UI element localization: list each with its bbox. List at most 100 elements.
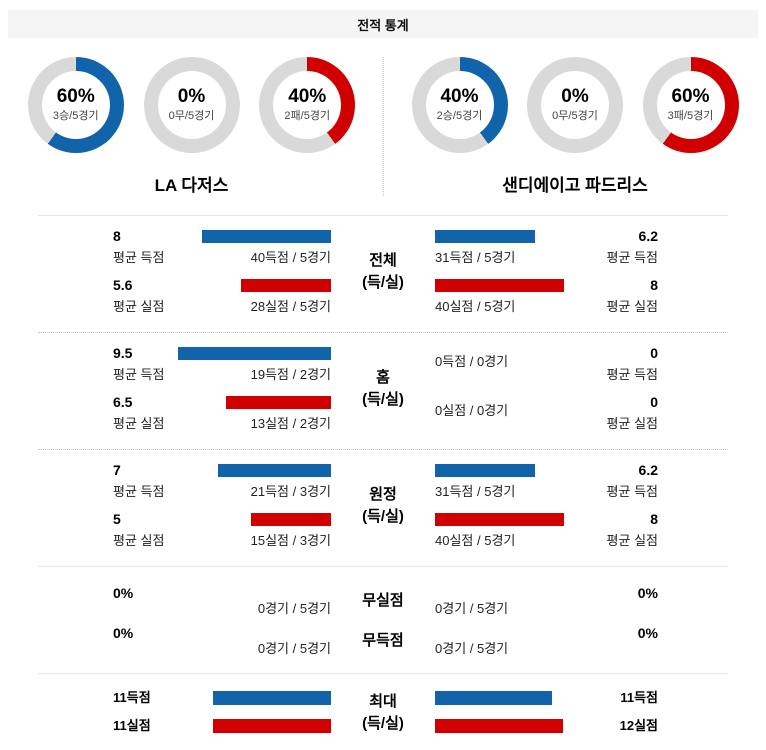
noscore-caption-home: 0경기 / 5경기 [178, 625, 331, 657]
score-barcell-home: 21득점 / 3경기 [178, 463, 331, 500]
max-score-label-home: 11득점 [33, 691, 178, 705]
section-title-line1: 홈 [376, 369, 390, 387]
section-max: 11득점 최대 (득/실) 11득점 11실점 12실점 [0, 674, 766, 750]
concede-caption: 40실점 / 5경기 [435, 533, 516, 548]
separator-line [38, 449, 728, 450]
section-title-line2: (득/실) [362, 508, 404, 525]
loss-donut-chart: 60% 3패/5경기 [642, 57, 739, 153]
max-score-barcell-away [435, 691, 588, 705]
avg-label: 평균 득점 [113, 484, 165, 499]
loss-record-label: 3패/5경기 [667, 110, 714, 123]
avg-label: 평균 득점 [606, 367, 658, 382]
avg-value: 0 [650, 345, 658, 361]
loss-pct-value: 60% [671, 85, 710, 107]
avg-value: 6.2 [638, 462, 658, 478]
score-bar [218, 464, 331, 477]
noscore-caption-home: 0경기 / 5경기 [178, 585, 331, 617]
avg-value: 6.2 [638, 228, 658, 244]
avg-value: 9.5 [113, 345, 133, 361]
concede-barcell-home: 28실점 / 5경기 [178, 278, 331, 315]
page-title: 전적 통계 [357, 17, 409, 33]
pct-value: 0% [113, 585, 134, 601]
max-score-bar [435, 691, 553, 705]
score-bar [435, 230, 535, 243]
draw-record-label: 0무/5경기 [168, 110, 215, 123]
score-caption: 0득점 / 0경기 [435, 354, 509, 369]
avg-label: 평균 득점 [606, 484, 658, 499]
score-barcell-away: 31득점 / 5경기 [435, 463, 588, 500]
avg-score-home: 8 평균 득점 [33, 229, 178, 266]
donut-row-away: 40% 2승/5경기 0% 0무/5경기 60% 3패/5경기 [384, 57, 766, 153]
draw-donut-chart: 0% 0무/5경기 [143, 57, 240, 153]
loss-donut-chart: 40% 2패/5경기 [259, 57, 356, 153]
section-total: 8 평균 득점 40득점 / 5경기 전체 (득/실) 31득점 / 5경기 6… [0, 216, 766, 332]
stats-page: 전적 통계 60% 3승/5경기 0% 0무/5경기 [0, 10, 766, 734]
win-donut-chart: 40% 2승/5경기 [411, 57, 508, 153]
max-score-bar [213, 691, 331, 705]
donut-center: 40% 2패/5경기 [273, 71, 342, 139]
section-away: 7 평균 득점 21득점 / 3경기 원정 (득/실) 31득점 / 5경기 6… [0, 450, 766, 566]
max-value-label: 12실점 [619, 718, 658, 734]
concede-bar [435, 513, 564, 526]
section-title: 원정 (득/실) [331, 484, 435, 528]
away-team-name: 샌디에이고 파드리스 [502, 176, 648, 195]
concede-caption: 13실점 / 2경기 [250, 416, 331, 431]
avg-value: 8 [113, 228, 121, 244]
games-caption: 0경기 / 5경기 [257, 601, 331, 616]
pct-value: 0% [637, 625, 658, 641]
avg-concede-away: 8 평균 실점 [588, 512, 733, 549]
donut-area: 60% 3승/5경기 0% 0무/5경기 40% 2패/5경기 [0, 38, 766, 196]
page-title-bar: 전적 통계 [8, 10, 758, 38]
avg-score-away: 6.2 평균 득점 [588, 463, 733, 500]
section-title-line1: 최대 [369, 693, 397, 710]
concede-caption: 40실점 / 5경기 [435, 299, 516, 314]
row-title-noscore: 무득점 [362, 632, 404, 649]
avg-label: 평균 실점 [113, 533, 165, 548]
draw-pct-value: 0% [561, 85, 589, 107]
noscore-caption-away: 0경기 / 5경기 [435, 625, 588, 657]
donut-row-home: 60% 3승/5경기 0% 0무/5경기 40% 2패/5경기 [0, 57, 383, 153]
avg-label: 평균 실점 [606, 416, 658, 431]
separator-line [38, 566, 728, 567]
concede-bar [226, 396, 331, 409]
concede-bar [240, 279, 331, 292]
score-barcell-home: 40득점 / 5경기 [178, 229, 331, 266]
pct-value: 0% [637, 585, 658, 601]
games-caption: 0경기 / 5경기 [257, 641, 331, 656]
draw-pct-value: 0% [177, 85, 206, 107]
donut-center: 40% 2승/5경기 [425, 71, 494, 139]
games-caption: 0경기 / 5경기 [435, 641, 509, 656]
avg-score-home: 9.5 평균 득점 [33, 346, 178, 383]
pct-value: 0% [113, 625, 134, 641]
avg-value: 8 [650, 511, 658, 527]
draw-record-label: 0무/5경기 [552, 110, 598, 123]
max-concede-label-away: 12실점 [588, 719, 733, 733]
donut-center: 60% 3승/5경기 [41, 71, 110, 139]
win-pct-value: 40% [440, 85, 479, 107]
score-barcell-away: 31득점 / 5경기 [435, 229, 588, 266]
section-title-line2: (득/실) [362, 274, 404, 291]
max-score-barcell-home [178, 691, 331, 705]
max-value-label: 11득점 [620, 690, 658, 705]
score-caption: 31득점 / 5경기 [435, 250, 516, 265]
concede-barcell-away: 40실점 / 5경기 [435, 512, 588, 549]
avg-label: 평균 득점 [606, 250, 658, 265]
max-score-label-away: 11득점 [588, 691, 733, 705]
section-title: 최대 (득/실) [331, 691, 435, 735]
section-title-line1: 전체 [369, 252, 397, 270]
win-record-label: 3승/5경기 [52, 110, 99, 123]
avg-value: 6.5 [113, 394, 133, 410]
max-concede-bar [213, 719, 331, 734]
max-concede-bar [435, 719, 564, 734]
avg-score-away: 0 평균 득점 [588, 346, 733, 383]
avg-value: 5 [113, 511, 121, 527]
avg-label: 평균 실점 [113, 416, 165, 431]
row-title-noconcede: 무실점 [362, 592, 404, 609]
avg-value: 7 [113, 462, 121, 478]
score-bar [202, 230, 331, 243]
concede-bar [435, 279, 564, 292]
score-caption: 21득점 / 3경기 [250, 484, 331, 499]
max-concede-label-home: 11실점 [33, 719, 178, 733]
concede-barcell-home: 15실점 / 3경기 [178, 512, 331, 549]
score-bar [435, 464, 535, 477]
